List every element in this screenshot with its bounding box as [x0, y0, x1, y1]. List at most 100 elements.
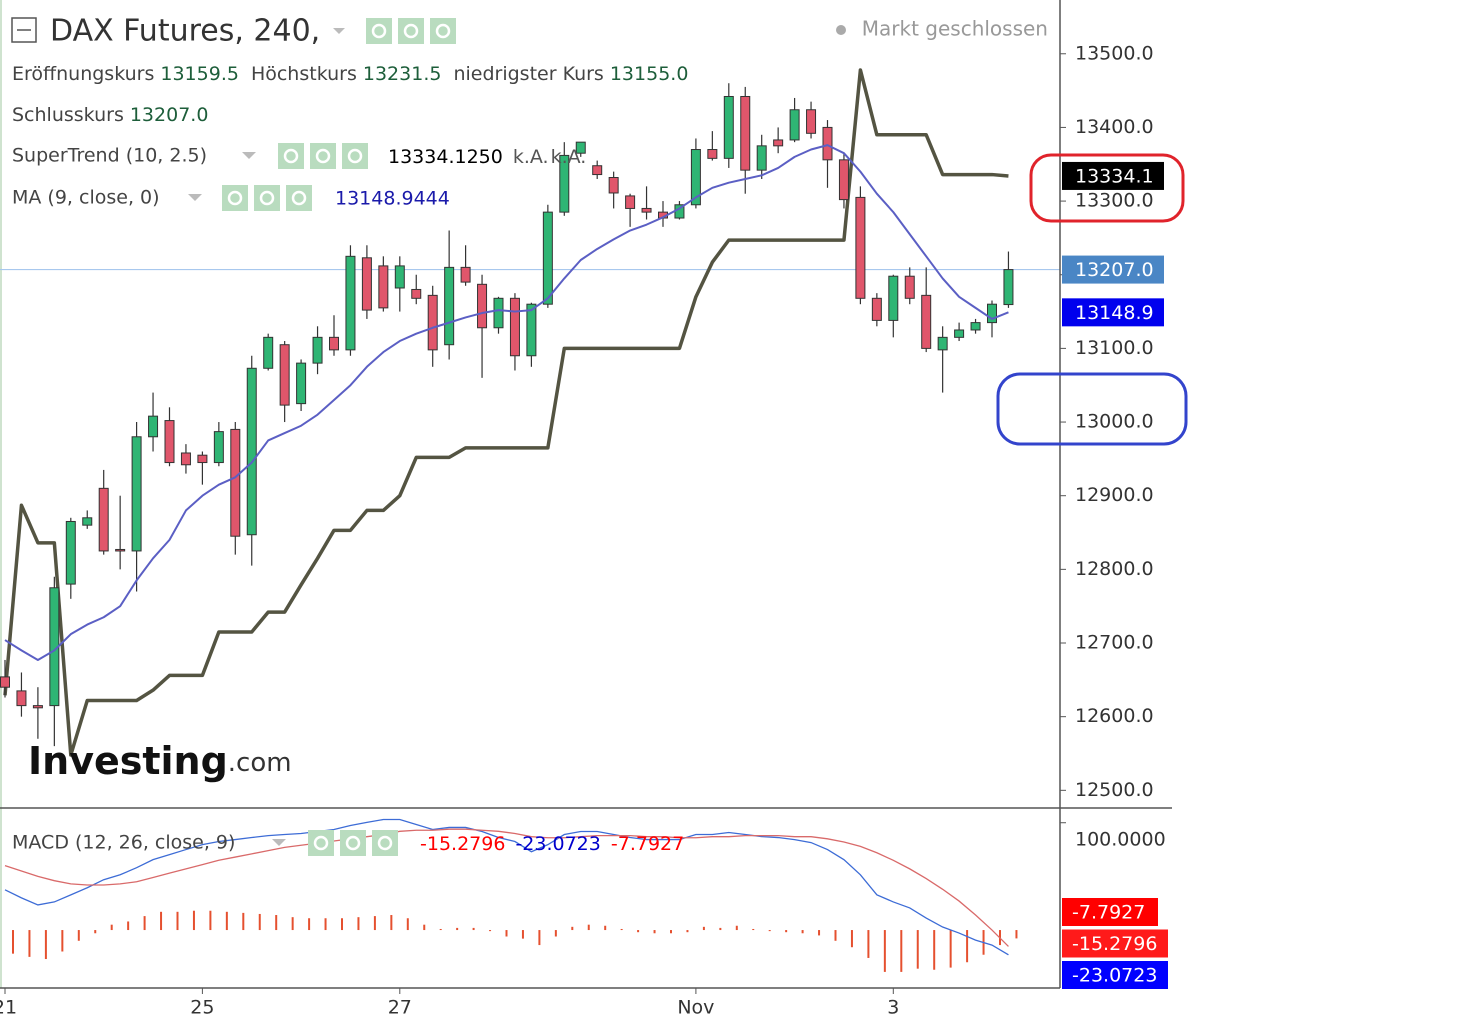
value-tag-label: -7.7927 [1072, 902, 1145, 924]
candle-body [279, 344, 290, 406]
y-tick-label: 13400.0 [1075, 116, 1154, 138]
candle-body [477, 283, 488, 329]
candle-body [625, 195, 636, 209]
candle-body [723, 95, 734, 159]
candle-body [213, 431, 224, 464]
market-status: Markt geschlossen [862, 17, 1048, 41]
candle-body [148, 415, 159, 438]
collapse-icon[interactable] [11, 17, 37, 43]
dropdown-arrow[interactable] [272, 839, 286, 846]
candle-body [806, 109, 817, 134]
macd-label: MACD (12, 26, close, 9) [12, 832, 235, 854]
indicator-icon[interactable] [286, 185, 312, 211]
candle-body [575, 141, 586, 154]
candle-body [65, 520, 76, 585]
candle-body [312, 336, 323, 364]
candle-body [592, 165, 603, 176]
ma-label: MA (9, close, 0) [12, 187, 160, 209]
candle-body [98, 487, 109, 552]
candle-body [921, 294, 932, 349]
logo-suffix: .com [228, 748, 292, 778]
logo-main: Investing [28, 739, 228, 783]
indicator-icon-glyph [371, 23, 387, 39]
overlay: 13500.013400.013300.013200.013100.013000… [0, 18, 1168, 1019]
candle-body [411, 288, 422, 299]
candle-body [493, 297, 504, 329]
ma-value: 13148.9444 [335, 188, 450, 210]
dropdown-arrow[interactable] [188, 194, 202, 201]
indicator-icon[interactable] [366, 18, 392, 44]
candle-body [329, 336, 339, 351]
indicator-icon[interactable] [342, 143, 368, 169]
supertrend-value: 13334.1250 [388, 146, 503, 168]
open-value: 13159.5 [160, 63, 239, 85]
candle-body [526, 303, 537, 357]
high-label: Höchstkurs [251, 63, 357, 85]
indicator-icon[interactable] [398, 18, 424, 44]
candle-body [345, 255, 356, 351]
candle-body [1003, 269, 1014, 306]
indicator-icon-glyph [403, 23, 419, 39]
candle-body [871, 297, 882, 321]
dropdown-arrow[interactable] [242, 152, 256, 159]
close-label: Schlusskurs [12, 104, 124, 126]
close-value: 13207.0 [130, 104, 209, 126]
status-dot [836, 25, 846, 35]
candle-body [641, 207, 652, 213]
indicator-icon[interactable] [278, 143, 304, 169]
candle-body [230, 428, 241, 537]
indicator-icon-glyph [313, 835, 329, 851]
candle-body [789, 109, 800, 141]
price-tag-label: 13334.1 [1075, 165, 1154, 187]
candle-body [180, 452, 191, 466]
supertrend-value: k.A. [513, 146, 549, 168]
candle-body [296, 362, 307, 405]
candle-body [460, 266, 471, 283]
candle-body [0, 676, 10, 688]
supertrend-label: SuperTrend (10, 2.5) [12, 145, 207, 167]
indicator-icon[interactable] [340, 830, 366, 856]
candle-body [115, 548, 126, 552]
macd-value: -7.7927 [611, 833, 684, 855]
indicator-icon[interactable] [430, 18, 456, 44]
candle-body [361, 257, 372, 311]
x-tick-label: Nov [677, 997, 714, 1019]
candle-body [559, 154, 570, 213]
candle-body [707, 149, 718, 159]
y-tick-label: 12800.0 [1075, 558, 1154, 580]
indicator-icon-glyph [227, 190, 243, 206]
indicator-icon-glyph [259, 190, 275, 206]
supertrend-value: k.A. [551, 146, 587, 168]
macd-value: -23.0723 [515, 833, 600, 855]
indicator-icon-glyph [345, 835, 361, 851]
indicator-icon-glyph [347, 148, 363, 164]
supertrend-values: 13334.1250 k.A. k.A. [388, 146, 586, 168]
candle-body [987, 303, 997, 324]
indicator-icon[interactable] [308, 830, 334, 856]
indicator-icon[interactable] [222, 185, 248, 211]
candle-body [509, 297, 520, 357]
candle-body [263, 336, 274, 369]
candle-body [427, 294, 438, 351]
indicator-icon-glyph [435, 23, 451, 39]
indicator-icon[interactable] [372, 830, 398, 856]
value-tag-label: -15.2796 [1072, 933, 1157, 955]
price-tag [1062, 255, 1164, 284]
value-tag [1062, 898, 1158, 926]
indicator-icon[interactable] [310, 143, 336, 169]
value-tag [1062, 961, 1168, 989]
macd-value: -15.2796 [420, 833, 505, 855]
candle-body [855, 196, 866, 299]
dropdown-arrow[interactable] [333, 28, 345, 34]
candle-body [970, 322, 981, 331]
x-tick-label: 21 [0, 997, 17, 1019]
candle-body [822, 126, 833, 161]
candle-body [690, 149, 701, 206]
value-tag-label: -23.0723 [1072, 965, 1157, 987]
value-tag [1062, 929, 1168, 958]
indicator-icon[interactable] [254, 185, 280, 211]
candle-body [246, 367, 257, 536]
indicator-line [3, 68, 1009, 757]
candle-body [888, 275, 899, 321]
